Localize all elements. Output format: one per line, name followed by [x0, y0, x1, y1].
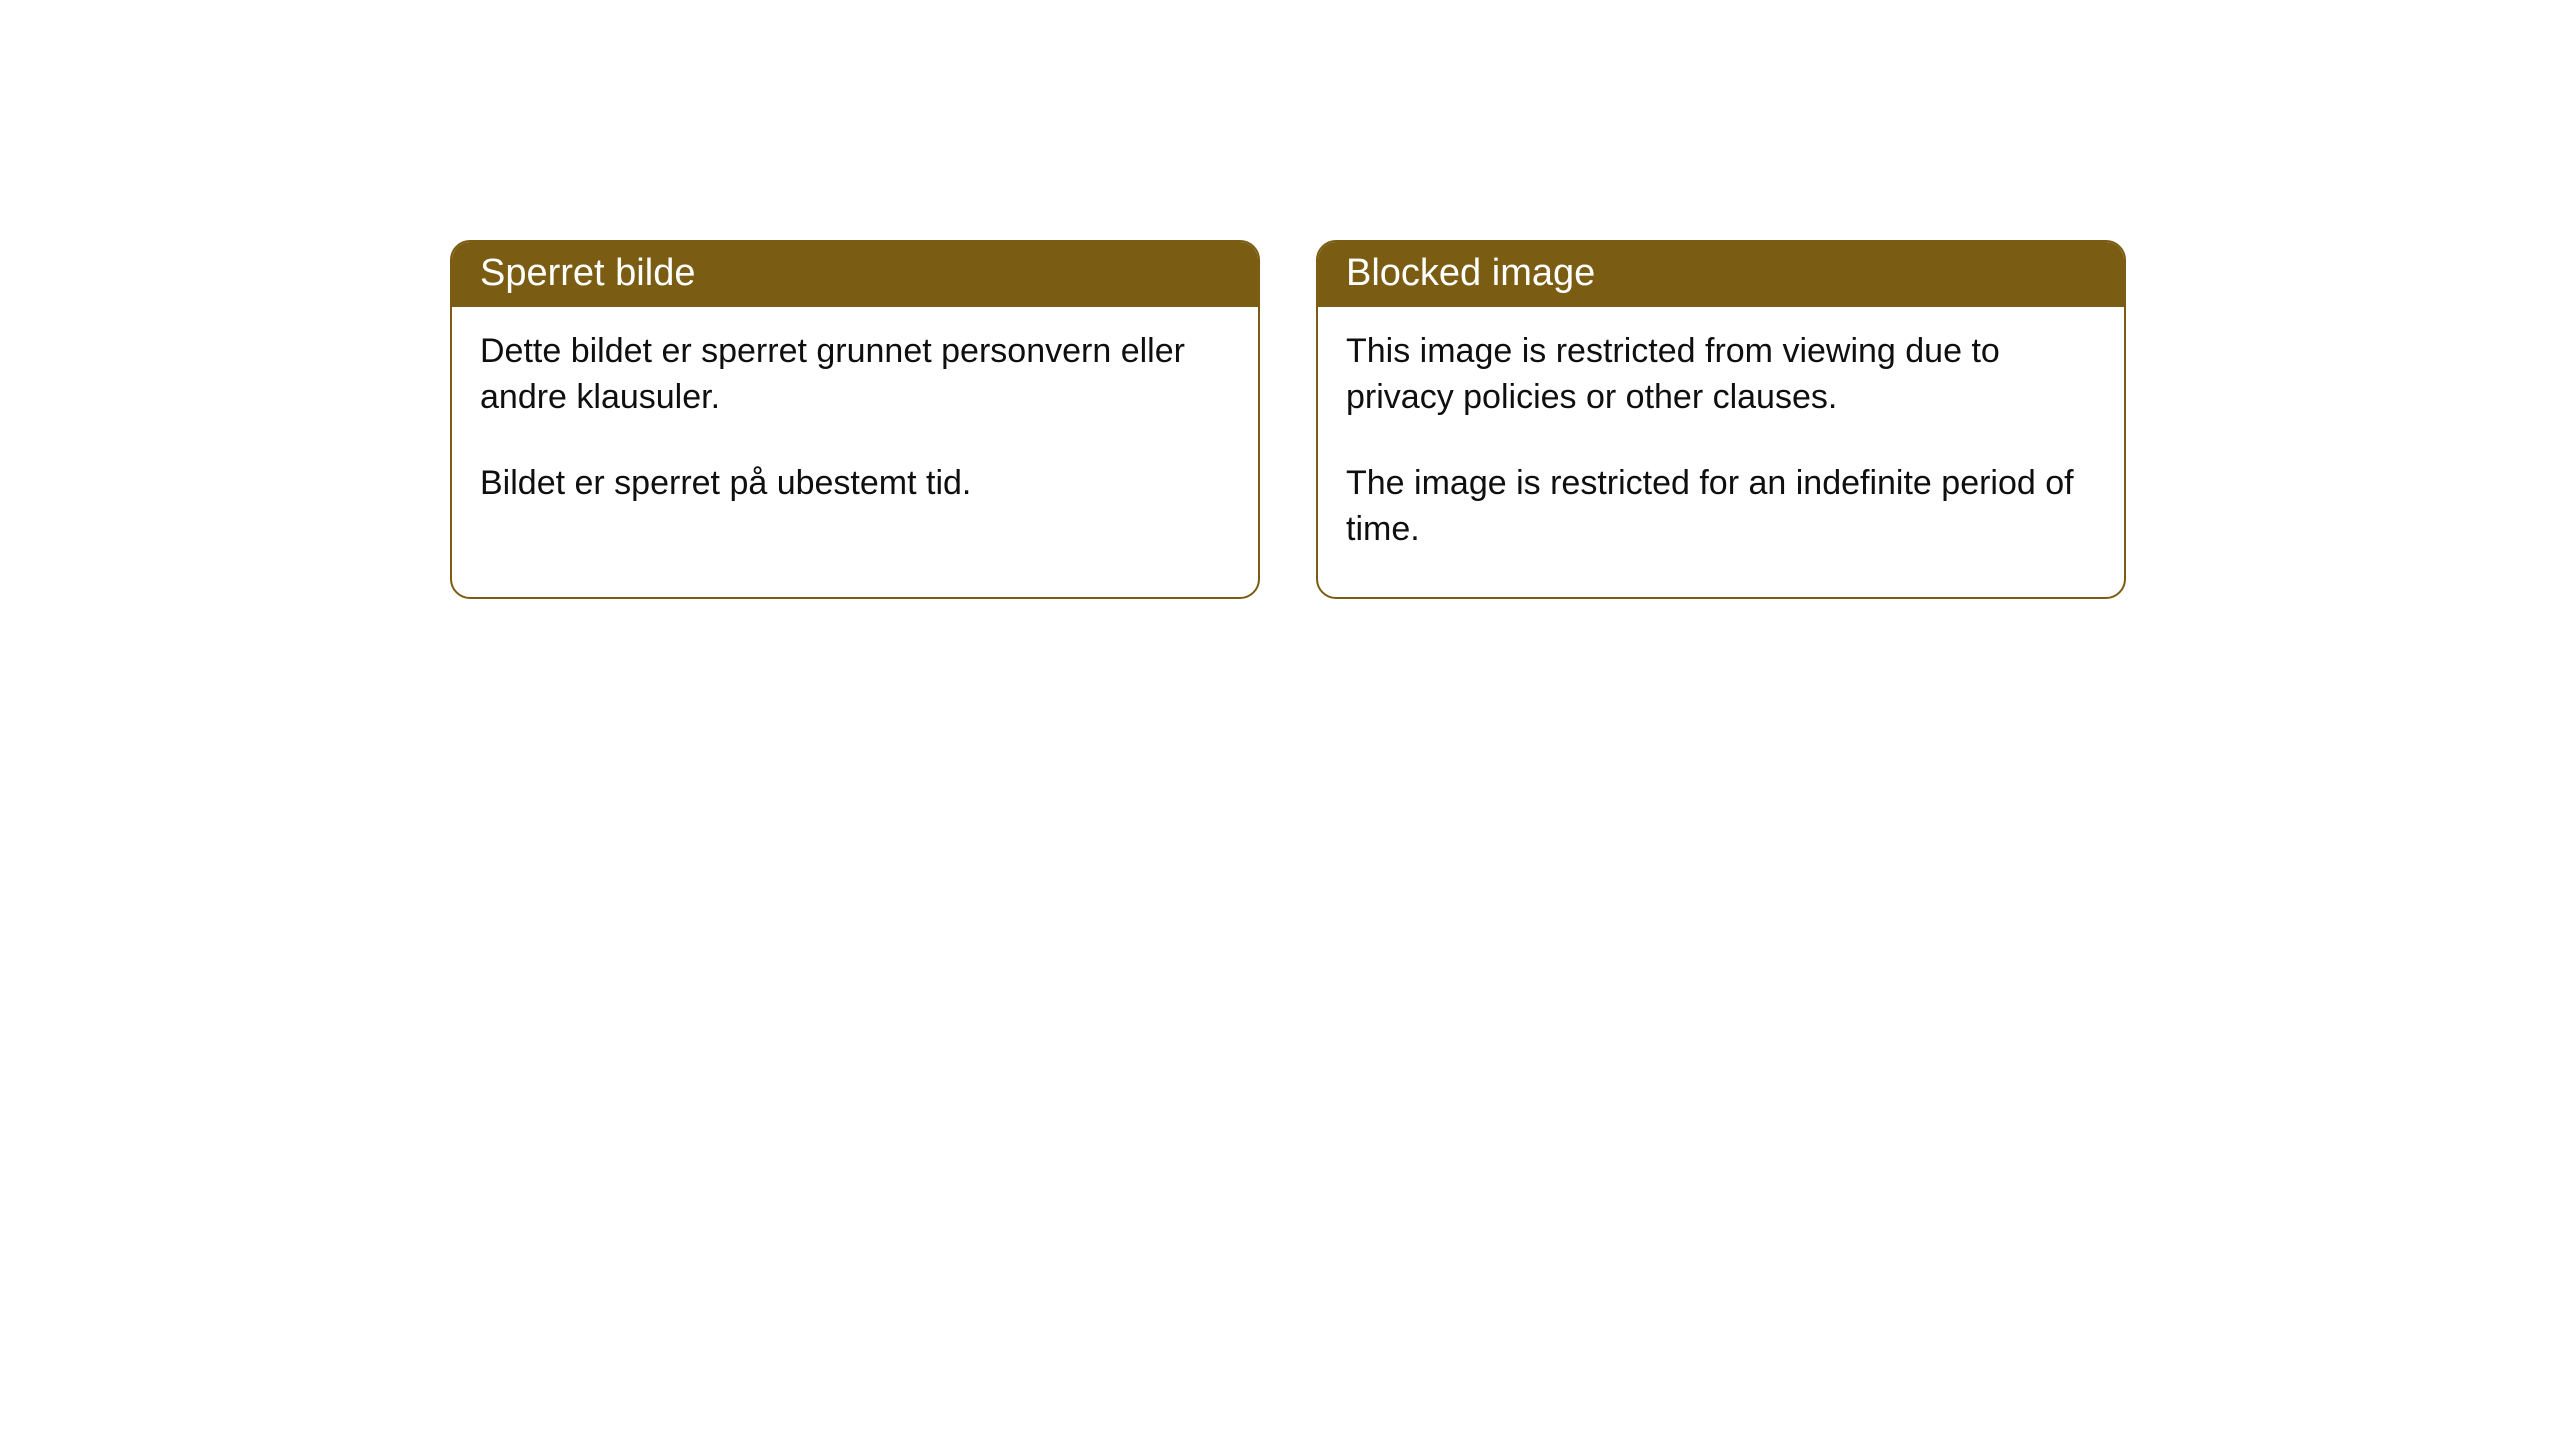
- paragraph-spacer: [480, 421, 1230, 461]
- card-title-english: Blocked image: [1318, 242, 2124, 307]
- paragraph-spacer: [1346, 421, 2096, 461]
- card-body-english: This image is restricted from viewing du…: [1318, 307, 2124, 597]
- card-paragraph: The image is restricted for an indefinit…: [1346, 461, 2096, 553]
- card-english: Blocked image This image is restricted f…: [1316, 240, 2126, 599]
- card-paragraph: Dette bildet er sperret grunnet personve…: [480, 329, 1230, 421]
- card-paragraph: This image is restricted from viewing du…: [1346, 329, 2096, 421]
- card-title-norwegian: Sperret bilde: [452, 242, 1258, 307]
- cards-container: Sperret bilde Dette bildet er sperret gr…: [450, 240, 2126, 599]
- card-body-norwegian: Dette bildet er sperret grunnet personve…: [452, 307, 1258, 551]
- card-paragraph: Bildet er sperret på ubestemt tid.: [480, 461, 1230, 507]
- card-norwegian: Sperret bilde Dette bildet er sperret gr…: [450, 240, 1260, 599]
